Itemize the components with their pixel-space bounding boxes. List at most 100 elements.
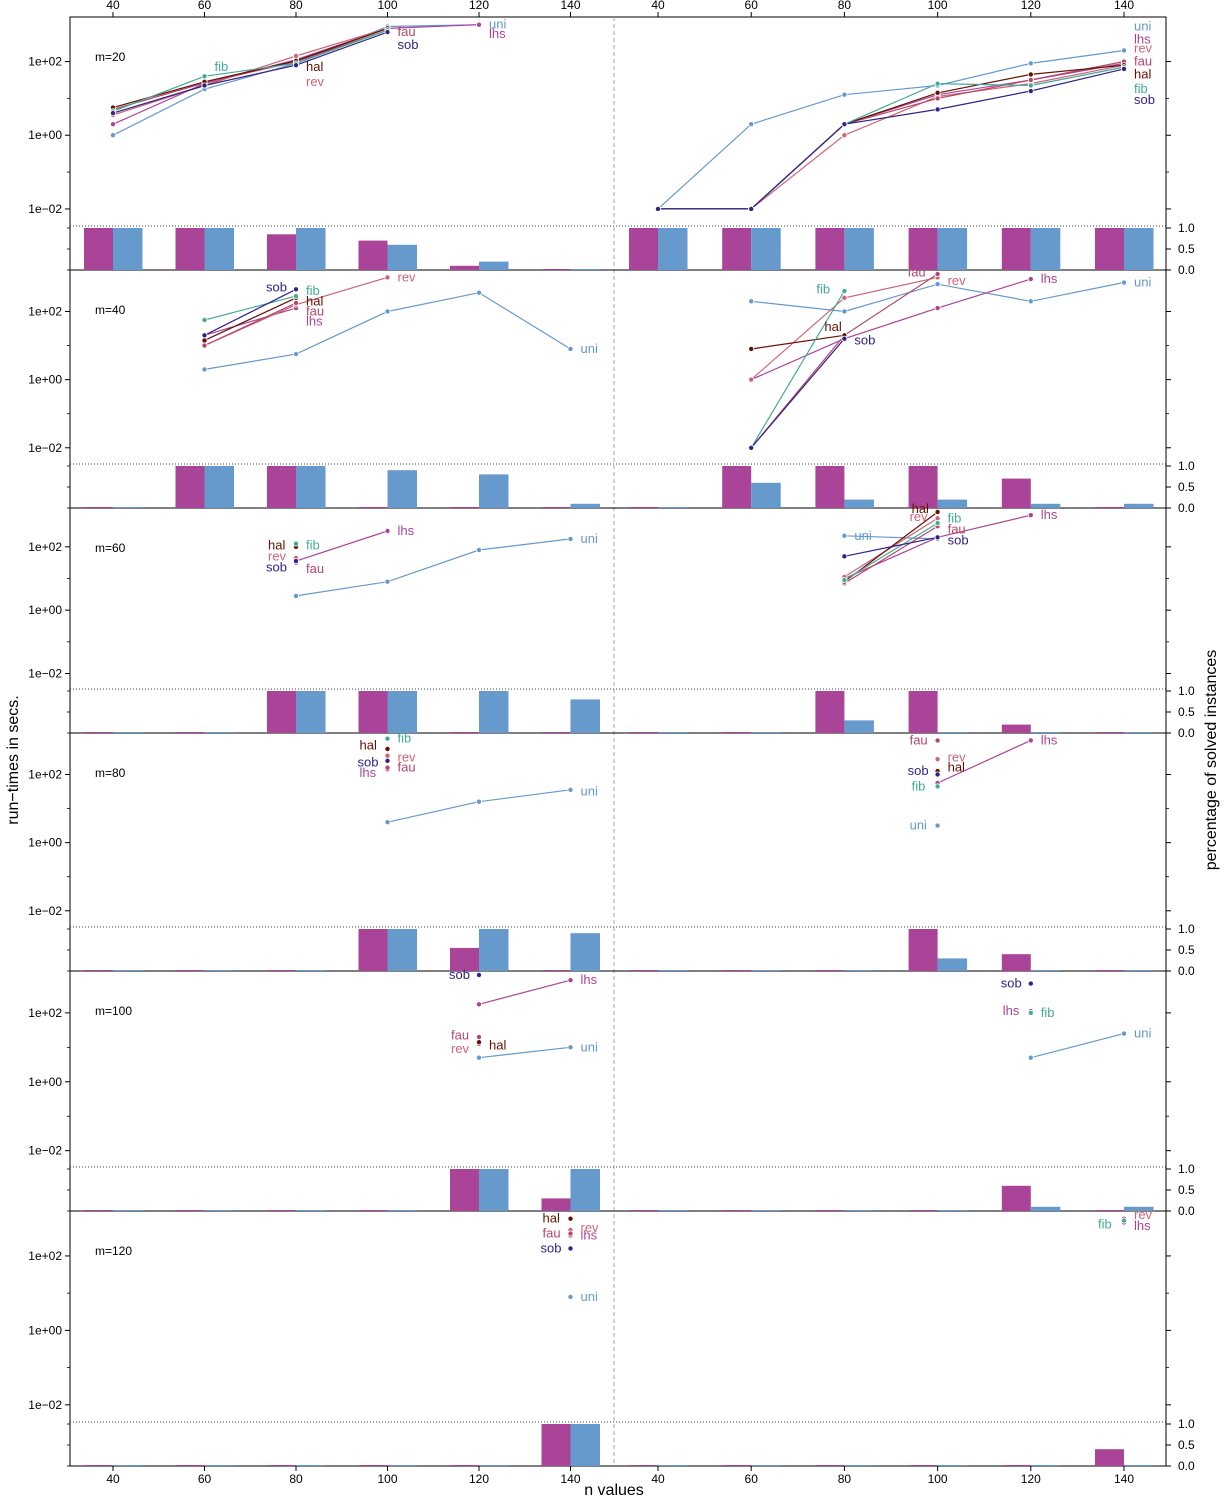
bar-lhs — [175, 970, 205, 971]
bar-uni — [387, 470, 417, 508]
series-label-rev: rev — [1134, 1207, 1153, 1222]
point-uni — [748, 121, 755, 128]
series-line-lhs — [295, 530, 388, 562]
series-label-hal: hal — [912, 501, 929, 516]
bar-uni — [658, 1465, 688, 1466]
series-label-fib: fib — [948, 510, 962, 525]
x-tick-label-top: 40 — [106, 0, 120, 12]
bar-uni — [751, 228, 781, 270]
series-label-rev: rev — [948, 749, 967, 764]
bar-tick-label: 0.0 — [1178, 263, 1195, 277]
point-lhs — [384, 528, 391, 535]
bar-uni — [204, 466, 234, 508]
point-fib — [934, 783, 941, 790]
point-fib — [201, 316, 208, 323]
bar-uni — [387, 1210, 417, 1211]
bar-uni — [937, 958, 968, 971]
point-sob — [934, 771, 941, 778]
bar-lhs — [541, 269, 571, 270]
bar-uni — [844, 228, 874, 270]
bar-lhs — [267, 234, 296, 270]
x-tick-label-bottom: 140 — [1114, 1472, 1134, 1486]
bar-uni — [937, 499, 968, 508]
point-fau — [567, 1230, 574, 1237]
series-label-uni: uni — [854, 528, 871, 543]
bar-lhs — [267, 1465, 296, 1466]
x-tick-label-top: 120 — [1021, 0, 1041, 12]
axis-layer: 1e+02 1e+00 1e−02 1.0 0.5 0.0 1e+02 1e+00 1e−02 1… — [28, 0, 1195, 1486]
series-line-hal — [751, 334, 845, 350]
bar-uni — [387, 691, 417, 733]
point-sob — [384, 29, 391, 36]
bar-uni — [1124, 1206, 1154, 1211]
series-line-fau — [844, 525, 938, 584]
series-label-uni: uni — [581, 1039, 598, 1054]
bar-uni — [844, 1465, 874, 1466]
point-fib — [1121, 1217, 1128, 1224]
series-label-sob: sob — [266, 559, 287, 574]
series-line-sob — [204, 288, 297, 336]
panel-label: m=40 — [95, 303, 126, 317]
bar-uni — [658, 970, 688, 971]
plot-border — [69, 16, 1167, 1467]
bar-lhs — [267, 466, 296, 508]
point-sob — [748, 444, 755, 451]
point-uni — [292, 351, 299, 358]
series-label-sob: sob — [541, 1241, 562, 1256]
point-fau — [384, 764, 391, 771]
point-fib — [1027, 1009, 1034, 1016]
y-axis-label-left: run−times in secs. — [5, 695, 22, 824]
point-uni — [384, 819, 391, 826]
bar-tick-label: 0.5 — [1178, 1183, 1195, 1197]
series-label-rev: rev — [306, 74, 325, 89]
bar-tick-label: 0.0 — [1178, 964, 1195, 978]
bar-lhs — [84, 1210, 113, 1211]
bar-tick-label: 1.0 — [1178, 459, 1195, 473]
bar-lhs — [629, 732, 658, 733]
series-label-rev: rev — [398, 749, 417, 764]
series-label-sob: sob — [1001, 976, 1022, 991]
series-label-fau: fau — [910, 732, 928, 747]
bar-uni — [751, 1210, 781, 1211]
bar-uni — [296, 691, 326, 733]
bar-uni — [1124, 1465, 1154, 1466]
x-tick-label-bottom: 100 — [377, 1472, 397, 1486]
bar-uni — [937, 228, 968, 270]
x-tick-label-bottom: 120 — [469, 1472, 489, 1486]
series-line-uni — [657, 49, 1125, 210]
point-uni — [475, 289, 482, 296]
series-line-fib — [750, 290, 845, 449]
bar-uni — [658, 1210, 688, 1211]
series-line-rev — [844, 517, 938, 578]
bar-uni — [204, 732, 234, 733]
bar-lhs — [722, 466, 752, 508]
series-label-sob: sob — [908, 763, 929, 778]
series-line-lhs — [937, 739, 1032, 784]
bar-lhs — [1001, 1185, 1031, 1211]
bar-uni — [1030, 1465, 1061, 1466]
bar-lhs — [1095, 228, 1124, 270]
bar-uni — [113, 732, 143, 733]
bar-lhs — [908, 691, 938, 733]
bar-uni — [479, 929, 509, 971]
point-fau — [292, 299, 299, 306]
series-line-uni — [387, 789, 571, 823]
point-fib — [934, 80, 941, 87]
point-rev — [748, 376, 755, 383]
point-uni — [567, 345, 574, 352]
point-hal — [1027, 71, 1034, 78]
bar-uni — [1124, 970, 1154, 971]
series-line-fib — [112, 29, 388, 112]
point-sob — [1027, 980, 1034, 987]
series-line-fib — [658, 66, 1125, 210]
point-lhs — [567, 977, 574, 984]
series-label-fau: fau — [306, 561, 324, 576]
bar-lhs — [175, 732, 205, 733]
point-fau — [475, 1034, 482, 1041]
bar-lhs — [1095, 1210, 1124, 1211]
point-sob — [110, 110, 117, 117]
bar-uni — [844, 499, 874, 508]
point-sob — [567, 1245, 574, 1252]
series-label-hal: hal — [824, 319, 841, 334]
bar-lhs — [629, 1465, 658, 1466]
